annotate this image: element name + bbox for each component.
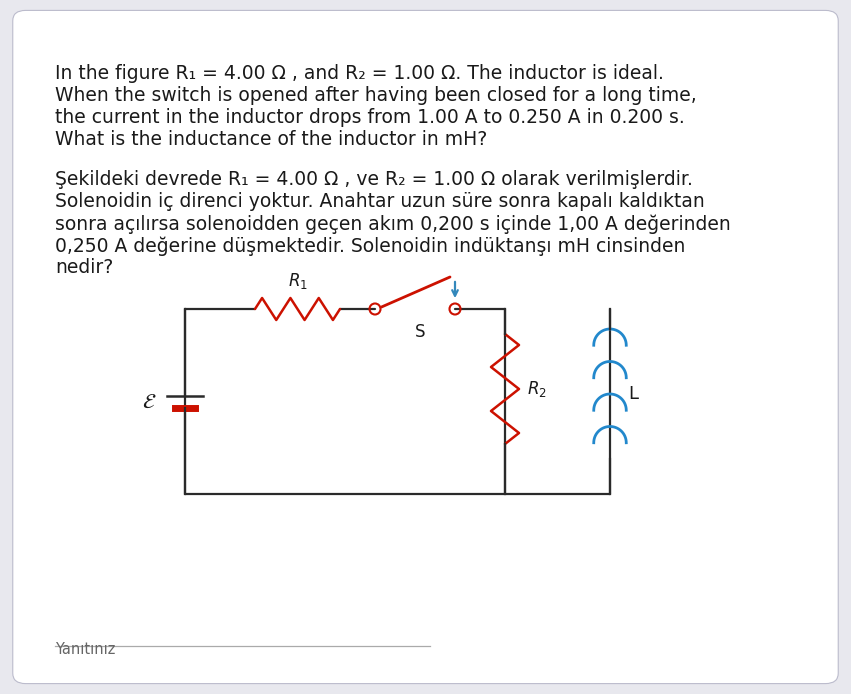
Text: nedir?: nedir? — [55, 258, 113, 277]
Text: What is the inductance of the inductor in mH?: What is the inductance of the inductor i… — [55, 130, 488, 149]
Text: Solenoidin iç direnci yoktur. Anahtar uzun süre sonra kapalı kaldıktan: Solenoidin iç direnci yoktur. Anahtar uz… — [55, 192, 705, 211]
Text: When the switch is opened after having been closed for a long time,: When the switch is opened after having b… — [55, 86, 697, 105]
Text: 0,250 A değerine düşmektedir. Solenoidin indüktanşı mH cinsinden: 0,250 A değerine düşmektedir. Solenoidin… — [55, 236, 685, 255]
Text: S: S — [414, 323, 426, 341]
Text: Şekildeki devrede R₁ = 4.00 Ω , ve R₂ = 1.00 Ω olarak verilmişlerdir.: Şekildeki devrede R₁ = 4.00 Ω , ve R₂ = … — [55, 170, 693, 189]
Text: the current in the inductor drops from 1.00 A to 0.250 A in 0.200 s.: the current in the inductor drops from 1… — [55, 108, 685, 127]
Text: $R_1$: $R_1$ — [288, 271, 307, 291]
Text: $\mathcal{E}$: $\mathcal{E}$ — [142, 391, 157, 412]
Text: sonra açılırsa solenoidden geçen akım 0,200 s içinde 1,00 A değerinden: sonra açılırsa solenoidden geçen akım 0,… — [55, 214, 731, 233]
Text: $R_2$: $R_2$ — [527, 379, 547, 399]
Text: L: L — [628, 385, 638, 403]
Text: In the figure R₁ = 4.00 Ω , and R₂ = 1.00 Ω. The inductor is ideal.: In the figure R₁ = 4.00 Ω , and R₂ = 1.0… — [55, 64, 664, 83]
Text: Yanıtınız: Yanıtınız — [55, 642, 116, 657]
